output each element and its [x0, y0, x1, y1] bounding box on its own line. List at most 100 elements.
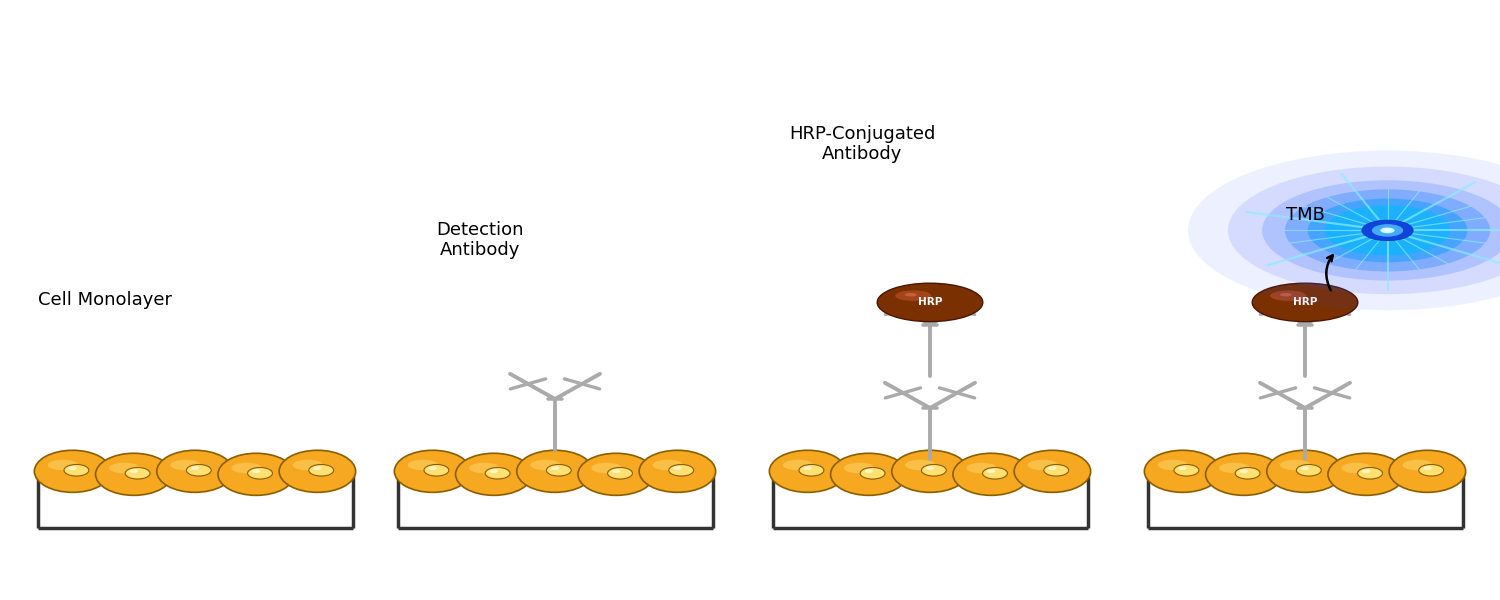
Ellipse shape: [217, 453, 294, 496]
Ellipse shape: [279, 450, 356, 493]
Text: HRP: HRP: [918, 298, 942, 307]
Ellipse shape: [783, 460, 813, 470]
Ellipse shape: [248, 467, 273, 479]
Ellipse shape: [1324, 205, 1450, 256]
Ellipse shape: [886, 299, 983, 309]
Ellipse shape: [1262, 180, 1500, 281]
Ellipse shape: [429, 466, 436, 470]
Ellipse shape: [1296, 464, 1322, 476]
Ellipse shape: [156, 450, 234, 493]
Ellipse shape: [966, 463, 998, 473]
Ellipse shape: [1158, 460, 1188, 470]
Ellipse shape: [408, 460, 438, 470]
Text: Detection
Antibody: Detection Antibody: [436, 221, 524, 259]
Ellipse shape: [190, 466, 200, 470]
Ellipse shape: [608, 467, 633, 479]
Ellipse shape: [170, 460, 201, 470]
Ellipse shape: [1179, 466, 1186, 470]
Ellipse shape: [1389, 450, 1466, 493]
Ellipse shape: [489, 469, 498, 473]
Ellipse shape: [1048, 466, 1056, 470]
Ellipse shape: [394, 450, 471, 493]
Ellipse shape: [314, 466, 321, 470]
Ellipse shape: [1144, 450, 1221, 493]
Text: TMB: TMB: [1286, 206, 1324, 224]
Ellipse shape: [546, 464, 572, 476]
Ellipse shape: [1328, 453, 1404, 496]
Ellipse shape: [1228, 167, 1500, 294]
Ellipse shape: [669, 464, 693, 476]
Ellipse shape: [1174, 464, 1198, 476]
Ellipse shape: [64, 464, 88, 476]
Ellipse shape: [844, 463, 874, 473]
Ellipse shape: [530, 460, 561, 470]
Ellipse shape: [591, 463, 622, 473]
Ellipse shape: [1028, 460, 1057, 470]
Ellipse shape: [1234, 467, 1260, 479]
Ellipse shape: [1372, 224, 1402, 236]
Ellipse shape: [1419, 464, 1443, 476]
Ellipse shape: [1206, 453, 1282, 496]
Ellipse shape: [987, 469, 996, 473]
Ellipse shape: [231, 463, 262, 473]
Ellipse shape: [612, 469, 621, 473]
Ellipse shape: [1300, 466, 1310, 470]
Ellipse shape: [252, 469, 261, 473]
Ellipse shape: [1362, 220, 1413, 241]
Text: Cell Monolayer: Cell Monolayer: [38, 291, 172, 309]
Ellipse shape: [96, 453, 172, 496]
Ellipse shape: [1402, 460, 1432, 470]
Ellipse shape: [1362, 469, 1371, 473]
Ellipse shape: [1384, 229, 1390, 232]
Ellipse shape: [424, 464, 448, 476]
Ellipse shape: [1341, 463, 1372, 473]
Ellipse shape: [864, 469, 873, 473]
Ellipse shape: [1308, 199, 1467, 262]
Ellipse shape: [904, 293, 916, 296]
Ellipse shape: [674, 466, 681, 470]
Ellipse shape: [800, 464, 824, 476]
Ellipse shape: [110, 463, 140, 473]
Ellipse shape: [1358, 467, 1383, 479]
Ellipse shape: [859, 467, 885, 479]
Ellipse shape: [550, 466, 560, 470]
Text: HRP-Conjugated
Antibody: HRP-Conjugated Antibody: [789, 125, 936, 163]
Ellipse shape: [578, 453, 654, 496]
Ellipse shape: [1280, 460, 1311, 470]
Ellipse shape: [124, 467, 150, 479]
Ellipse shape: [831, 453, 908, 496]
Ellipse shape: [896, 290, 932, 301]
Ellipse shape: [484, 467, 510, 479]
Ellipse shape: [34, 450, 111, 493]
Ellipse shape: [456, 453, 532, 496]
Ellipse shape: [982, 467, 1008, 479]
Ellipse shape: [48, 460, 78, 470]
Ellipse shape: [309, 464, 333, 476]
Ellipse shape: [186, 464, 211, 476]
Ellipse shape: [1266, 450, 1344, 493]
Ellipse shape: [652, 460, 682, 470]
Ellipse shape: [639, 450, 716, 493]
Ellipse shape: [1044, 464, 1068, 476]
Ellipse shape: [292, 460, 322, 470]
Ellipse shape: [470, 463, 500, 473]
Ellipse shape: [904, 460, 936, 470]
Ellipse shape: [926, 466, 934, 470]
Ellipse shape: [1286, 190, 1490, 271]
Ellipse shape: [921, 464, 946, 476]
Ellipse shape: [1262, 299, 1358, 309]
Text: HRP: HRP: [1293, 298, 1317, 307]
Ellipse shape: [516, 450, 593, 493]
Ellipse shape: [878, 283, 983, 322]
Ellipse shape: [1424, 466, 1431, 470]
Ellipse shape: [1239, 469, 1248, 473]
Ellipse shape: [1280, 293, 1292, 296]
Ellipse shape: [1252, 283, 1358, 322]
Ellipse shape: [69, 466, 76, 470]
Ellipse shape: [952, 453, 1029, 496]
Ellipse shape: [891, 450, 969, 493]
Ellipse shape: [1380, 227, 1395, 233]
Ellipse shape: [1220, 463, 1250, 473]
Ellipse shape: [1014, 450, 1090, 493]
Ellipse shape: [1188, 151, 1500, 310]
